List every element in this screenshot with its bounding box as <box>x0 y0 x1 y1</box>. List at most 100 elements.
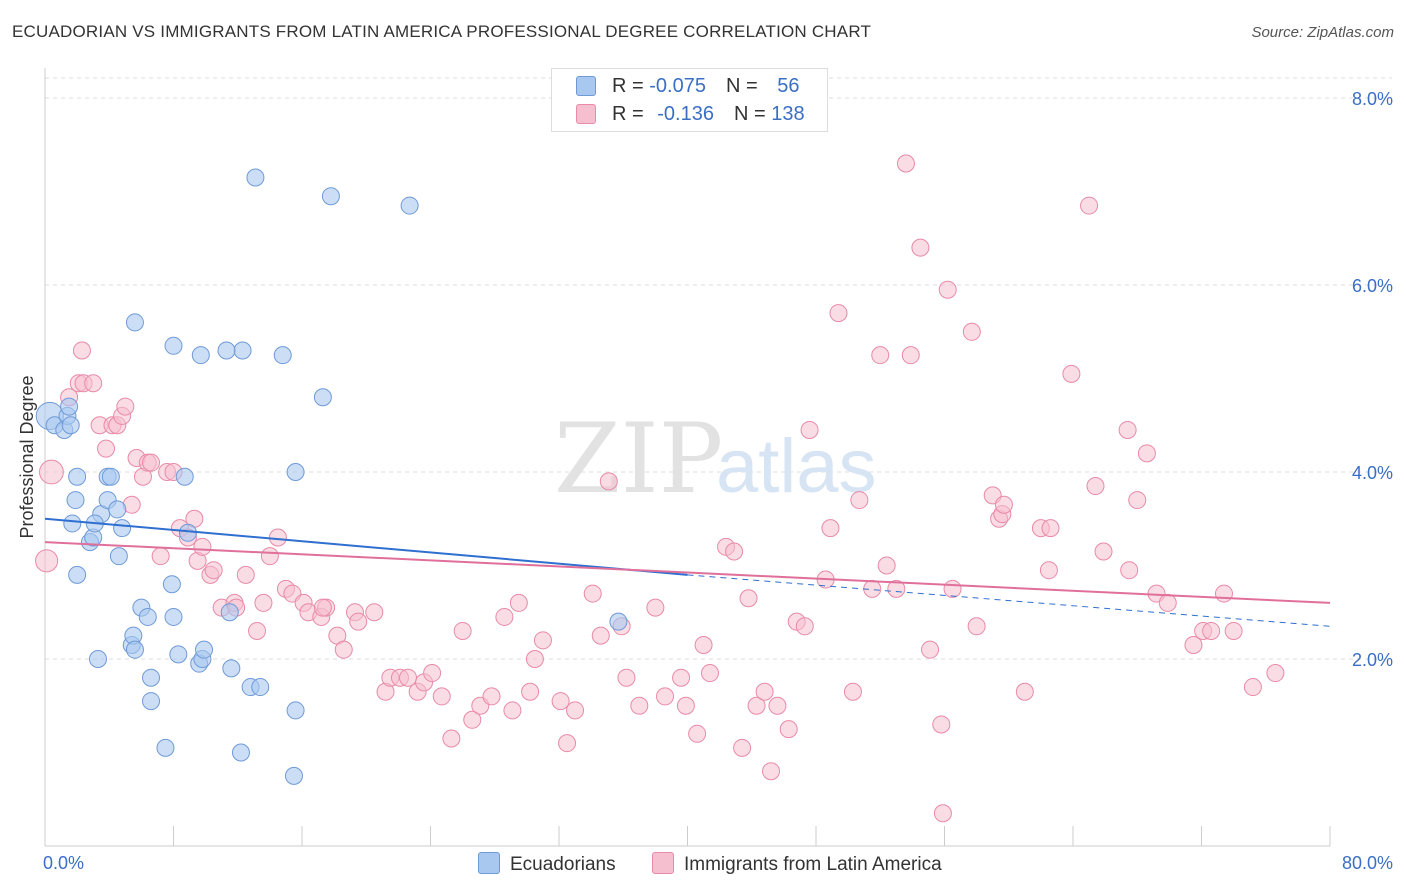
data-point-immigrants <box>313 598 332 617</box>
data-point-immigrants <box>349 612 368 631</box>
legend-n-value: 56 <box>777 75 800 97</box>
data-point-immigrants <box>1137 444 1156 463</box>
data-point-ecuadorians <box>169 645 188 664</box>
data-point-immigrants <box>39 459 64 485</box>
data-point-immigrants <box>656 687 675 706</box>
data-point-immigrants <box>551 692 570 711</box>
data-point-immigrants <box>938 280 957 299</box>
data-point-ecuadorians <box>286 701 305 720</box>
data-point-immigrants <box>1128 491 1147 510</box>
data-point-immigrants <box>932 715 951 734</box>
data-point-immigrants <box>676 696 695 715</box>
data-point-ecuadorians <box>286 463 305 482</box>
data-point-ecuadorians <box>156 738 175 757</box>
data-point-immigrants <box>733 738 752 757</box>
data-point-immigrants <box>1120 561 1139 580</box>
legend-n-value: 138 <box>771 103 805 125</box>
data-point-immigrants <box>463 710 482 729</box>
data-point-immigrants <box>1062 364 1081 383</box>
data-point-immigrants <box>72 341 91 360</box>
data-point-immigrants <box>1041 519 1060 538</box>
data-point-ecuadorians <box>191 346 210 365</box>
data-point-immigrants <box>423 664 442 683</box>
legend-swatch-pink <box>576 104 596 124</box>
data-point-immigrants <box>762 762 781 781</box>
data-point-ecuadorians <box>231 743 250 762</box>
data-point-immigrants <box>1224 621 1243 640</box>
legend-n-label: N = <box>725 75 764 97</box>
data-point-ecuadorians <box>217 341 236 360</box>
data-point-immigrants <box>911 238 930 257</box>
data-point-immigrants <box>432 687 451 706</box>
data-point-immigrants <box>482 687 501 706</box>
data-point-immigrants <box>921 640 940 659</box>
trend-lines <box>44 517 1331 627</box>
data-point-immigrants <box>1086 477 1105 496</box>
data-point-ecuadorians <box>63 514 82 533</box>
watermark-atlas: atlas <box>716 424 877 509</box>
data-point-immigrants <box>1039 561 1058 580</box>
data-point-immigrants <box>1118 420 1137 439</box>
data-point-ecuadorians <box>609 612 628 631</box>
data-point-ecuadorians <box>246 168 265 187</box>
data-point-immigrants <box>672 668 691 687</box>
legend-n-label: N = <box>733 103 772 125</box>
source-label: Source: ZipAtlas.com <box>1251 24 1394 41</box>
y-tick-label: 4.0% <box>1352 463 1393 483</box>
data-point-immigrants <box>453 621 472 640</box>
data-point-immigrants <box>116 397 135 416</box>
data-point-ecuadorians <box>321 187 340 206</box>
x-tick-label-max: 80.0% <box>1342 853 1393 873</box>
data-point-ecuadorians <box>66 491 85 510</box>
data-point-immigrants <box>850 491 869 510</box>
data-point-immigrants <box>795 617 814 636</box>
data-point-immigrants <box>509 593 528 612</box>
data-point-ecuadorians <box>273 346 292 365</box>
data-point-immigrants <box>962 322 981 341</box>
data-point-immigrants <box>268 528 287 547</box>
data-point-immigrants <box>871 346 890 365</box>
y-axis-label: Professional Degree <box>17 375 37 538</box>
data-point-immigrants <box>1158 593 1177 612</box>
data-point-immigrants <box>583 584 602 603</box>
legend-label-ecuadorians: Ecuadorians <box>510 854 616 875</box>
data-point-immigrants <box>688 724 707 743</box>
data-point-immigrants <box>254 593 273 612</box>
data-point-immigrants <box>1080 196 1099 215</box>
data-point-immigrants <box>994 495 1013 514</box>
data-point-immigrants <box>617 668 636 687</box>
data-point-immigrants <box>260 547 279 566</box>
data-point-immigrants <box>933 804 952 823</box>
data-point-immigrants <box>236 565 255 584</box>
data-point-immigrants <box>901 346 920 365</box>
data-point-immigrants <box>630 696 649 715</box>
data-point-immigrants <box>1184 635 1203 654</box>
data-point-immigrants <box>739 589 758 608</box>
data-point-ecuadorians <box>284 766 303 785</box>
data-point-ecuadorians <box>222 659 241 678</box>
data-point-immigrants <box>97 439 116 458</box>
data-point-ecuadorians <box>162 575 181 594</box>
data-point-ecuadorians <box>61 416 80 435</box>
data-point-immigrants <box>591 626 610 645</box>
data-point-immigrants <box>821 519 840 538</box>
data-point-immigrants <box>35 549 59 573</box>
data-point-ecuadorians <box>125 313 144 332</box>
data-point-immigrants <box>558 734 577 753</box>
data-point-immigrants <box>204 561 223 580</box>
y-tick-label: 8.0% <box>1352 89 1393 109</box>
data-point-ecuadorians <box>125 640 144 659</box>
data-point-immigrants <box>365 603 384 622</box>
data-point-immigrants <box>533 631 552 650</box>
trend-line-ecuadorians <box>44 517 688 576</box>
data-point-immigrants <box>334 640 353 659</box>
data-point-ecuadorians <box>164 607 183 626</box>
legend-r-value: -0.136 <box>657 103 714 125</box>
data-point-immigrants <box>779 720 798 739</box>
legend-swatch-blue <box>576 76 596 96</box>
tick-labels: 2.0% 4.0% 6.0% 8.0% 0.0% 80.0% <box>43 89 1393 873</box>
x-tick-label-min: 0.0% <box>43 853 84 873</box>
watermark-zip: ZIP <box>554 403 723 515</box>
data-point-ecuadorians <box>178 523 197 542</box>
